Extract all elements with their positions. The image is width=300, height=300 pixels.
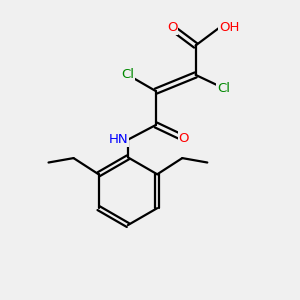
Text: Cl: Cl <box>217 82 230 95</box>
Text: Cl: Cl <box>122 68 134 81</box>
Text: O: O <box>178 132 189 145</box>
Text: HN: HN <box>108 133 128 146</box>
Text: OH: OH <box>219 21 240 34</box>
Text: O: O <box>167 21 177 34</box>
